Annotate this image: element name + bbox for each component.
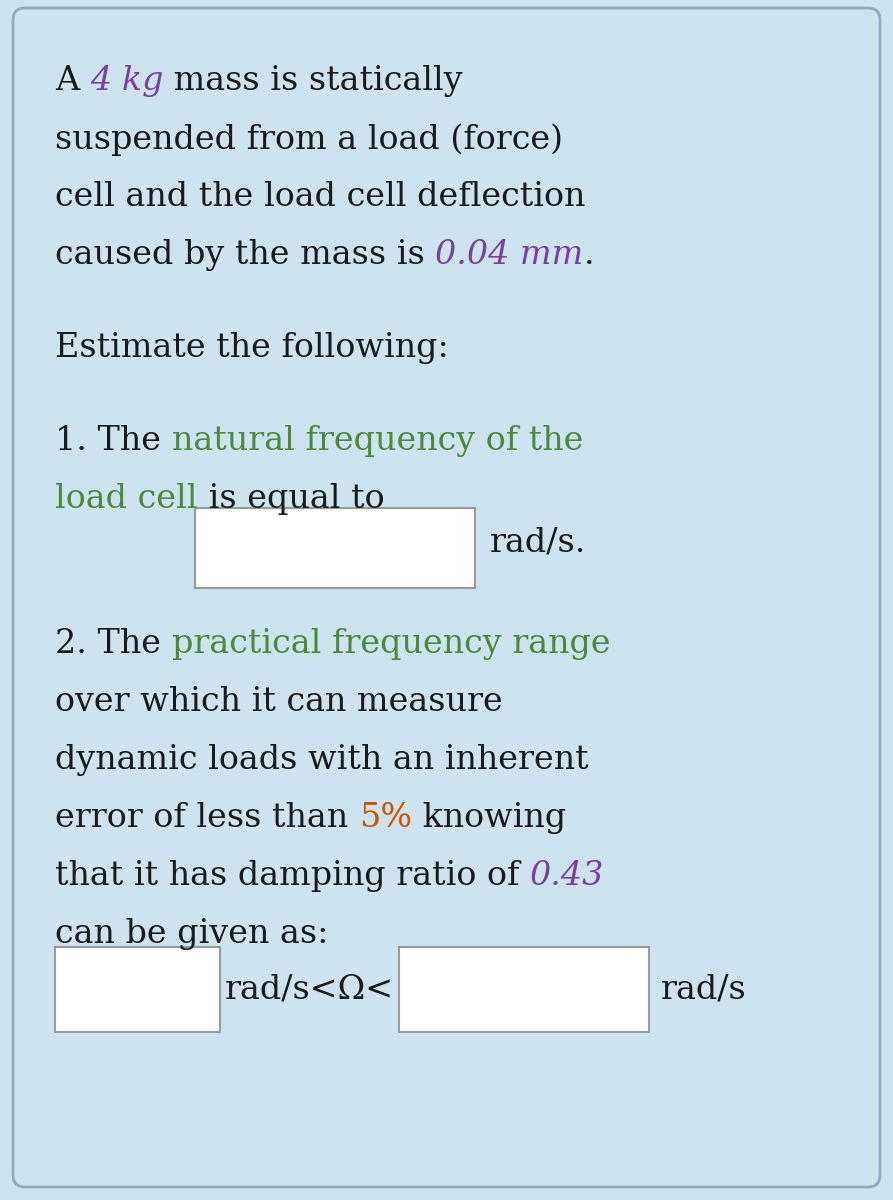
Text: 2. The: 2. The <box>55 628 171 660</box>
Text: dynamic loads with an inherent: dynamic loads with an inherent <box>55 744 588 775</box>
Text: rad/s.: rad/s. <box>490 527 587 559</box>
Text: 5%: 5% <box>359 802 412 834</box>
FancyBboxPatch shape <box>13 8 880 1187</box>
Text: caused by the mass is: caused by the mass is <box>55 239 436 271</box>
Text: load cell: load cell <box>55 482 197 515</box>
Text: rad/s<Ω<: rad/s<Ω< <box>225 973 394 1006</box>
Text: suspended from a load (force): suspended from a load (force) <box>55 122 563 156</box>
Text: .: . <box>584 239 594 271</box>
Text: knowing: knowing <box>412 802 566 834</box>
Text: 1. The: 1. The <box>55 425 171 456</box>
Text: rad/s<Ω<: rad/s<Ω< <box>225 973 394 1006</box>
Text: error of less than: error of less than <box>55 802 359 834</box>
Text: that it has damping ratio of: that it has damping ratio of <box>55 859 530 892</box>
Text: mass is statically: mass is statically <box>163 65 463 97</box>
Text: 0.43: 0.43 <box>530 859 605 892</box>
Text: Estimate the following:: Estimate the following: <box>55 331 449 364</box>
Text: cell and the load cell deflection: cell and the load cell deflection <box>55 181 586 214</box>
Bar <box>399 947 649 1032</box>
Text: natural frequency of the: natural frequency of the <box>171 425 583 456</box>
Text: over which it can measure: over which it can measure <box>55 685 503 718</box>
Text: rad/s: rad/s <box>661 973 747 1006</box>
Text: 0.04 mm: 0.04 mm <box>436 239 584 271</box>
Text: practical frequency range: practical frequency range <box>171 628 610 660</box>
Text: A: A <box>55 65 90 97</box>
Text: is equal to: is equal to <box>197 482 384 515</box>
Bar <box>55 947 220 1032</box>
Text: 4 kg: 4 kg <box>90 65 163 97</box>
Bar <box>195 508 475 588</box>
Text: can be given as:: can be given as: <box>55 918 329 949</box>
